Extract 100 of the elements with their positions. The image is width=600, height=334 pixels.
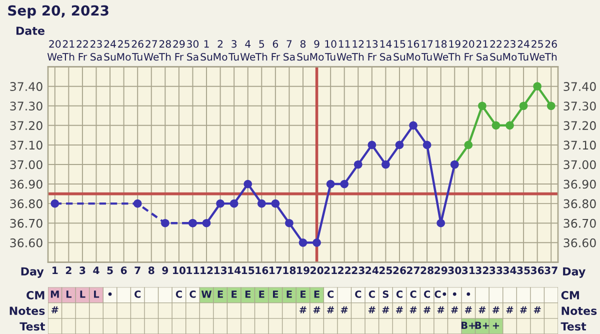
y2-tick-label: 36.80 xyxy=(564,199,596,208)
x-tick-label: 30 xyxy=(448,266,462,274)
x-tick-label: 4 xyxy=(93,266,100,274)
x-tick-label: 31 xyxy=(462,266,475,274)
text: C xyxy=(396,290,402,298)
text: L xyxy=(66,290,72,298)
x2-tick-label: 26 Tu xyxy=(132,40,144,61)
x2-tick-label: 20 We xyxy=(47,40,62,61)
x-tick-label: 9 xyxy=(162,266,168,274)
x2-tick-label: 6 Fr xyxy=(272,40,280,61)
text: C xyxy=(368,290,375,298)
x2-tick-label: 8 Su xyxy=(297,40,309,61)
y2-tick-label: 37.10 xyxy=(564,140,596,150)
x2-tick-label: 19 Th xyxy=(448,40,460,61)
x2-tick-label: 1 Su xyxy=(200,40,212,61)
text: C xyxy=(190,290,196,298)
y-tick-label: 37.40 xyxy=(10,82,42,91)
x2-tick-label: 5 Th xyxy=(255,40,268,61)
x2-tick-label: 24 Su xyxy=(104,40,116,61)
text: S xyxy=(382,290,388,298)
x2-tick-label: 26 Th xyxy=(544,40,557,61)
x-tick-label: 24 xyxy=(366,266,379,274)
x2-tick-label: 23 Mo xyxy=(503,40,517,61)
text: # xyxy=(368,306,376,314)
text: E xyxy=(314,290,320,298)
x-tick-label: 23 xyxy=(352,266,364,274)
x-tick-label: 6 xyxy=(120,266,127,274)
text: B+ xyxy=(462,322,476,329)
y2-tick-label: 37.00 xyxy=(564,160,596,170)
x2-tick-label: 11 We xyxy=(336,40,352,61)
text: # xyxy=(340,306,348,314)
x-tick-label: 10 xyxy=(173,266,186,274)
y2-tick-label: Notes xyxy=(562,306,597,315)
x-tick-label: 8 xyxy=(148,266,154,274)
y-tick-label: 37.20 xyxy=(10,121,42,130)
text: # xyxy=(382,306,390,314)
x2-tick-label: 22 Su xyxy=(490,40,502,61)
text: E xyxy=(259,290,264,298)
x2-tick-label: 13 Fr xyxy=(366,40,378,61)
text: # xyxy=(506,306,514,314)
chart-title: Sep 20, 2023 xyxy=(8,5,108,18)
text: # xyxy=(437,306,444,314)
y-tick-label: 36.80 xyxy=(10,199,42,208)
y-tick-label: 36.90 xyxy=(10,180,42,189)
text: C xyxy=(327,290,334,298)
x-tick-label: 11 xyxy=(186,266,200,274)
x-tick-label: 33 xyxy=(490,266,502,274)
x2-tick-label: 2 Mo xyxy=(214,40,228,61)
text: E xyxy=(300,290,306,298)
y-tick-label: 36.70 xyxy=(10,218,42,228)
text: • xyxy=(452,292,456,296)
x2-tick-label: 27 We xyxy=(144,40,159,61)
text: # xyxy=(520,306,527,314)
text: # xyxy=(464,306,472,314)
text: • xyxy=(108,292,112,296)
x2-tick-label: 25 We xyxy=(530,40,545,61)
x-tick-label: 22 xyxy=(338,266,351,274)
text: C xyxy=(424,290,430,298)
x-tick-label: 25 xyxy=(379,266,392,274)
text: # xyxy=(410,306,417,314)
x-tick-label: 27 xyxy=(407,266,420,274)
y2-tick-label: 36.60 xyxy=(564,238,596,248)
text: L xyxy=(80,290,86,298)
text: # xyxy=(424,306,430,314)
y-tick-label: CM xyxy=(26,291,44,300)
y2-tick-label: 37.20 xyxy=(564,121,596,130)
text: E xyxy=(232,290,237,298)
text: L xyxy=(94,290,100,298)
x-tick-label: 12 xyxy=(200,266,213,274)
x2-tick-label: 18 We xyxy=(433,40,448,61)
x2-tick-label: 4 We xyxy=(240,40,256,61)
text: # xyxy=(313,306,320,314)
text: M xyxy=(50,290,59,298)
x-tick-label: 35 xyxy=(517,266,530,274)
x-tick-label: 3 xyxy=(80,266,86,274)
text: # xyxy=(478,306,486,314)
x-tick-label: 15 xyxy=(242,266,254,274)
x-tick-label: 34 xyxy=(503,266,516,274)
x-tick-label: 28 xyxy=(420,266,434,274)
text: # xyxy=(300,306,306,314)
x2-tick-label: 30 Sa xyxy=(187,40,199,61)
y-tick-label: 36.60 xyxy=(10,238,42,248)
text: C xyxy=(176,290,182,298)
x2-tick-label: 3 Tu xyxy=(228,40,239,61)
y2-tick-label: 36.90 xyxy=(564,180,596,189)
text: # xyxy=(327,306,334,314)
x2-tick-label: 24 Tu xyxy=(518,40,530,61)
x2-tick-label: 21 Sa xyxy=(476,40,488,61)
y2-tick-label: 37.30 xyxy=(564,102,596,111)
text: • xyxy=(466,292,470,296)
text: C xyxy=(134,290,141,298)
x-tick-label: 5 xyxy=(107,266,113,274)
x-tick-label: 16 xyxy=(256,266,268,274)
x-tick-label: 21 xyxy=(324,266,337,274)
x-tick-label: 29 xyxy=(434,266,448,274)
y-tick-label: 37.00 xyxy=(10,160,42,170)
x-tick-label: 18 xyxy=(283,266,296,274)
x2-tick-label: 7 Sa xyxy=(284,40,295,61)
x2-tick-label: 9 Mo xyxy=(310,40,324,61)
x2-tick-label: 10 Tu xyxy=(324,40,336,61)
